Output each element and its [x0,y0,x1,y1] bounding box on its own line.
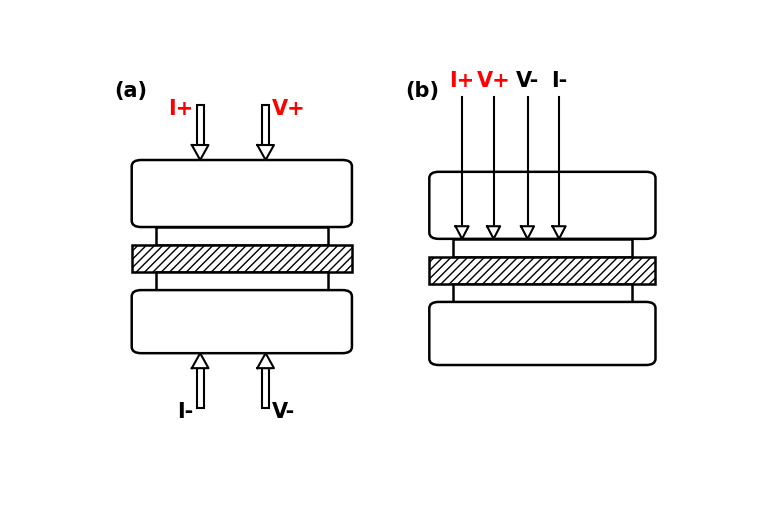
Bar [155,227,328,245]
Text: V-: V- [516,71,539,91]
Text: (a): (a) [114,81,147,101]
FancyBboxPatch shape [132,160,352,227]
FancyBboxPatch shape [429,302,656,365]
Polygon shape [521,226,534,239]
Text: I-: I- [551,71,568,91]
Polygon shape [257,145,274,160]
FancyBboxPatch shape [132,290,352,353]
Text: V-: V- [272,402,296,422]
Text: I+: I+ [449,71,475,91]
Text: I-: I- [177,402,194,422]
Polygon shape [192,353,208,368]
Bar [132,245,352,272]
Text: I+: I+ [168,99,194,119]
Polygon shape [257,353,274,368]
Text: V+: V+ [477,71,511,91]
Bar [262,368,270,409]
Bar [429,257,656,284]
Text: V+: V+ [272,99,306,119]
Polygon shape [552,226,565,239]
Bar [453,284,631,302]
Polygon shape [192,145,208,160]
FancyBboxPatch shape [429,172,656,239]
Text: (b): (b) [406,81,439,101]
Bar [197,368,204,409]
Bar [197,105,204,145]
Bar [453,239,631,257]
Polygon shape [455,226,468,239]
Bar [155,272,328,290]
Polygon shape [487,226,500,239]
Bar [262,105,270,145]
